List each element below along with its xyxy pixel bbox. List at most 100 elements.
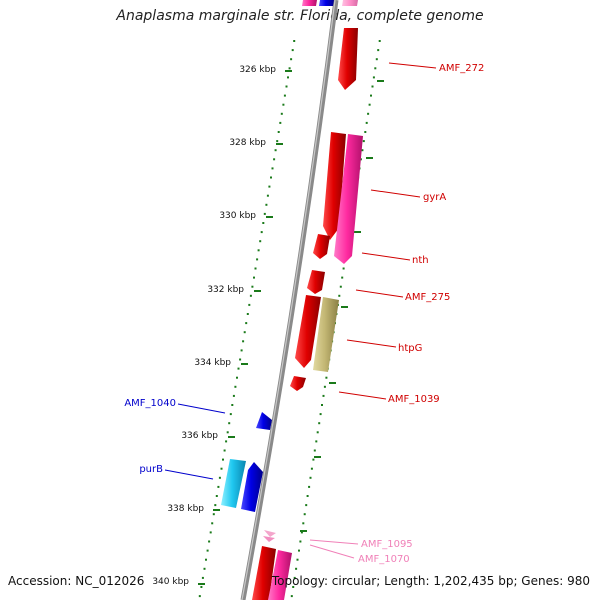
left-track-dot (274, 149, 277, 152)
left-track-dot (280, 112, 283, 115)
right-track-dot (365, 121, 368, 124)
label-AMF-1040[interactable]: AMF_1040 (124, 398, 176, 409)
left-track-dot (236, 376, 238, 379)
left-track-dot (276, 140, 279, 143)
gene-reverse-328[interactable] (323, 132, 346, 240)
gene-AMF-1070[interactable] (263, 536, 275, 542)
label-gyrA[interactable]: gyrA (423, 192, 446, 203)
right-track-dot (308, 485, 311, 488)
gene-AMF-275[interactable] (307, 270, 325, 294)
gene-top-partial-blue[interactable] (319, 0, 334, 6)
gene-top-partial-magenta[interactable] (302, 0, 317, 6)
left-track-dot (242, 340, 245, 343)
right-track-dot (325, 376, 328, 379)
gene-AMF-272[interactable] (338, 28, 358, 90)
gene-gyrA[interactable] (334, 134, 363, 264)
kbp-label-336: 336 kbp (181, 431, 218, 441)
kbp-label-328: 328 kbp (229, 138, 266, 148)
right-track-dot (312, 458, 315, 461)
left-track-dot (254, 267, 257, 270)
label-AMF-1039[interactable]: AMF_1039 (388, 394, 440, 405)
left-track-dot (237, 367, 240, 370)
left-track-dot (245, 322, 248, 325)
right-track-dot (319, 413, 322, 416)
gene-nth[interactable] (313, 234, 330, 259)
left-track-dot (256, 258, 259, 261)
right-track-dot (338, 294, 341, 297)
left-track-dot (234, 385, 237, 388)
left-track-dot (251, 285, 254, 288)
leader-purB (164, 469, 214, 480)
gene-purB[interactable] (221, 459, 246, 508)
left-track-dot (220, 467, 223, 470)
gene-bottom-magenta[interactable] (268, 550, 292, 600)
genome-summary-text: Topology: circular; Length: 1,202,435 bp… (271, 574, 590, 588)
gene-labels: AMF_272 gyrA nth AMF_275 htpG AMF_1039 A… (124, 63, 484, 565)
left-track-dot (243, 331, 246, 334)
gene-bottom-red[interactable] (252, 546, 276, 600)
right-track-dot (370, 94, 372, 97)
major-tick-1 (276, 143, 283, 145)
right-track-dot (300, 531, 303, 534)
left-track-dot (200, 586, 203, 588)
label-AMF-1070[interactable]: AMF_1070 (358, 554, 410, 565)
gene-top-partial-pink[interactable] (342, 0, 358, 6)
label-AMF-1095[interactable]: AMF_1095 (361, 539, 413, 550)
label-htpG[interactable]: htpG (398, 343, 422, 354)
major-tick-right-6 (300, 530, 307, 532)
left-tick-track (198, 40, 296, 598)
accession-text: Accession: NC_012026 (8, 574, 145, 588)
gene-reverse-333[interactable] (295, 295, 321, 368)
right-track-dot (305, 504, 308, 507)
major-tick-5 (228, 436, 235, 438)
left-track-dot (248, 303, 251, 306)
genome-backbone (240, 0, 339, 600)
right-track-dot (378, 40, 381, 42)
left-track-dot (288, 67, 291, 70)
left-track-dot (211, 522, 214, 525)
left-track-dot (203, 567, 206, 570)
major-tick-6 (213, 509, 220, 511)
left-track-dot (265, 203, 268, 206)
left-track-dot (268, 185, 271, 188)
right-track-dot (302, 522, 305, 525)
left-track-dot (205, 558, 207, 561)
left-track-dot (259, 240, 262, 243)
right-track-dot (375, 58, 378, 61)
left-track-dot (225, 440, 228, 443)
label-AMF-272[interactable]: AMF_272 (439, 63, 484, 74)
gene-blue-338[interactable] (241, 462, 263, 512)
leader-AMF-1039 (338, 391, 387, 400)
left-track-dot (208, 540, 211, 543)
gene-AMF-1040[interactable] (256, 412, 272, 430)
right-track-dot (306, 495, 309, 497)
label-nth[interactable]: nth (412, 255, 429, 266)
right-track-dot (318, 422, 321, 425)
major-tick-right-2 (354, 231, 361, 233)
gene-AMF-1095[interactable] (264, 530, 276, 537)
gene-htpG[interactable] (313, 297, 339, 372)
left-track-dot (271, 167, 274, 170)
right-track-dot (362, 140, 365, 143)
gene-AMF-1039[interactable] (290, 376, 306, 391)
leader-AMF-1070 (309, 544, 355, 559)
major-tick-right-0 (377, 80, 384, 82)
kbp-label-326: 326 kbp (239, 65, 276, 75)
right-track-dot (296, 558, 299, 561)
kbp-label-330: 330 kbp (219, 211, 256, 221)
label-AMF-275[interactable]: AMF_275 (405, 292, 450, 303)
left-track-dot (229, 413, 232, 416)
left-track-dot (293, 40, 296, 42)
label-purB[interactable]: purB (139, 464, 163, 475)
left-track-dot (232, 394, 235, 397)
left-track-dot (290, 58, 293, 61)
left-track-dot (287, 76, 289, 79)
major-tick-3 (254, 290, 261, 292)
left-track-dot (222, 458, 224, 461)
left-track-dot (231, 404, 234, 406)
right-track-dot (339, 285, 342, 288)
left-track-dot (273, 158, 276, 161)
left-track-dot (218, 476, 221, 479)
right-track-dot (316, 431, 319, 434)
kbp-label-332: 332 kbp (207, 285, 244, 295)
